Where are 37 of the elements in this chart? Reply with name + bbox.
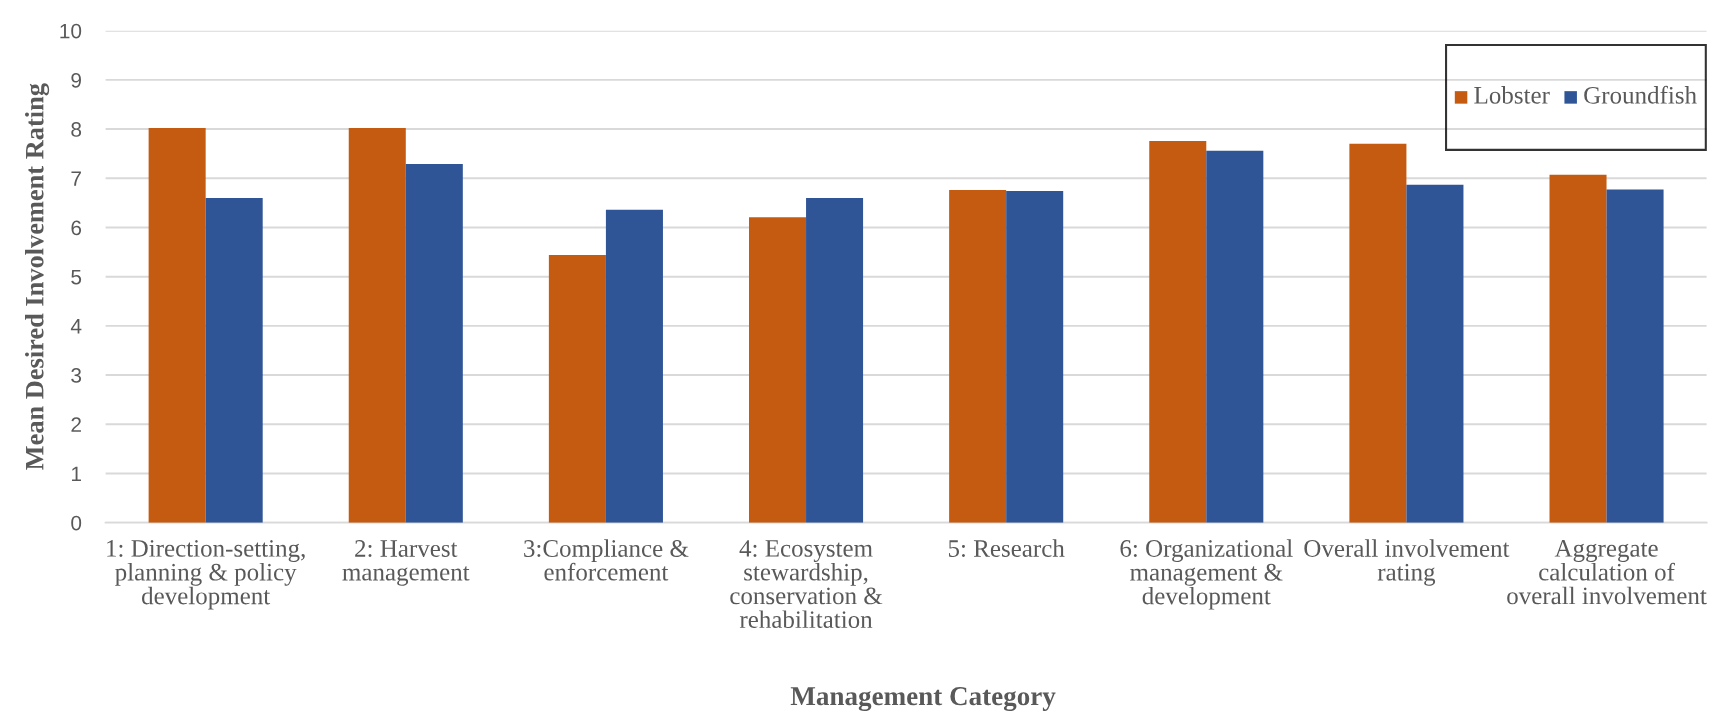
y-tick-label: 9 xyxy=(71,72,81,88)
y-tick-label: 5 xyxy=(71,269,82,285)
x-tick-label: 6: Organizational management & development xyxy=(1120,539,1293,610)
y-tick-label: 6 xyxy=(71,220,82,236)
bar xyxy=(1206,150,1264,523)
x-tick-label: 3:Compliance & enforcement xyxy=(524,539,689,581)
x-tick-label: 2: Harvest management xyxy=(342,540,470,586)
y-tick-label: 3 xyxy=(71,368,82,383)
bar xyxy=(405,164,463,523)
y-tick-label: 4 xyxy=(70,319,82,334)
y-tick-label: 1 xyxy=(71,466,81,481)
y-tick-label: 8 xyxy=(71,122,82,137)
bar xyxy=(605,209,663,523)
x-axis-title: Management Category xyxy=(790,687,1056,712)
x-tick-label: 4: Ecosystem stewardship, conservation & rehabilitation xyxy=(730,540,883,629)
y-tick-label: 7 xyxy=(71,171,81,186)
bar xyxy=(1149,140,1207,523)
bar xyxy=(1006,191,1064,523)
x-tick-label: 5: Research xyxy=(948,539,1065,558)
bar xyxy=(548,255,606,523)
bar xyxy=(949,190,1007,523)
y-axis-title: Mean Desired Involvement Rating xyxy=(25,83,50,470)
bar xyxy=(348,128,406,523)
bar xyxy=(806,197,864,523)
legend-label: Groundfish xyxy=(1584,85,1697,104)
bar xyxy=(148,128,206,523)
x-tick-label: 1: Direction-setting, planning & policy development xyxy=(107,540,305,610)
bar xyxy=(1349,143,1407,523)
legend-label: Lobster xyxy=(1474,86,1550,104)
bar xyxy=(1606,189,1664,523)
y-tick-label: 2 xyxy=(71,417,81,432)
bar xyxy=(749,217,807,523)
y-tick-label: 0 xyxy=(71,515,82,531)
bar xyxy=(1549,174,1607,523)
bar xyxy=(1406,184,1464,523)
y-tick-label: 10 xyxy=(60,23,82,39)
bar xyxy=(205,197,263,523)
